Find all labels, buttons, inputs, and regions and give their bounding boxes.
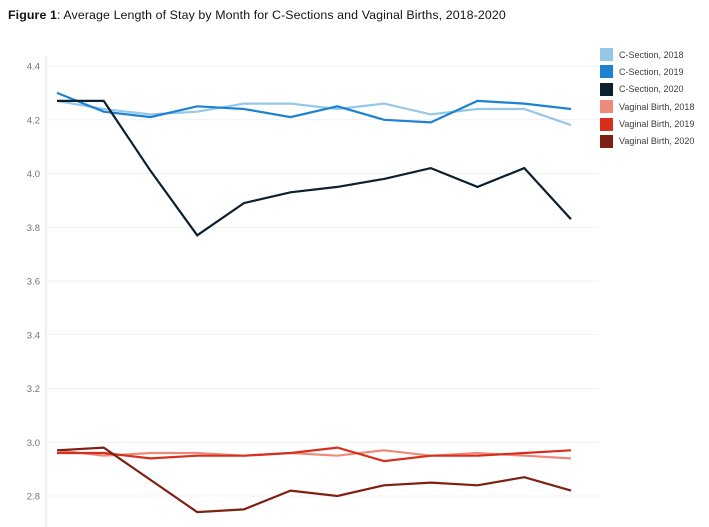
legend-item: C-Section, 2018	[600, 48, 694, 61]
series-line-c-section-2018	[56, 99, 572, 127]
legend-item: C-Section, 2020	[600, 82, 694, 96]
y-axis-tick-label: 3.2	[27, 384, 40, 395]
y-axis-tick-label: 3.6	[27, 277, 40, 288]
y-axis-tick-label: 3.8	[27, 223, 40, 234]
legend-swatch	[600, 65, 613, 79]
series-line-vaginal-birth-2018	[56, 449, 572, 460]
figure-title: Figure 1: Average Length of Stay by Mont…	[8, 8, 506, 22]
legend-label: C-Section, 2018	[619, 49, 684, 60]
series-line-c-section-2019	[56, 91, 572, 124]
series-line-c-section-2020	[57, 99, 572, 237]
y-axis-tick-labels: 4.4 4.2 4.0 3.8 3.6 3.4 3.2 3.0 2.8	[27, 62, 40, 503]
legend-item: C-Section, 2019	[600, 65, 694, 79]
figure-number: Figure 1	[8, 8, 57, 22]
y-axis-tick-label: 4.2	[27, 115, 40, 126]
series-line-vaginal-birth-2019	[57, 446, 572, 463]
legend-swatch	[600, 100, 613, 114]
legend-item: Vaginal Birth, 2020	[600, 134, 695, 148]
legend-label: C-Section, 2020	[619, 84, 684, 95]
y-axis-tick-label: 4.4	[27, 62, 40, 73]
legend-label: Vaginal Birth, 2020	[619, 136, 695, 147]
gridlines	[46, 65, 599, 497]
figure-title-text: : Average Length of Stay by Month for C-…	[57, 8, 506, 22]
legend-item: Vaginal Birth, 2019	[600, 117, 695, 131]
y-axis-tick-label: 4.0	[27, 169, 40, 180]
y-axis-tick-label: 2.8	[27, 492, 40, 503]
y-axis-tick-label: 3.4	[27, 330, 40, 341]
legend-label: Vaginal Birth, 2018	[619, 101, 695, 112]
y-axis-tick-label: 3.0	[27, 438, 40, 449]
legend-label: Vaginal Birth, 2019	[619, 119, 695, 130]
series-line-vaginal-birth-2020	[56, 446, 572, 514]
legend-item: Vaginal Birth, 2018	[600, 100, 695, 114]
legend-swatch	[600, 82, 613, 96]
legend: C-Section, 2018 C-Section, 2019 C-Section,…	[600, 48, 694, 152]
legend-swatch	[600, 117, 613, 131]
legend-swatch	[600, 134, 613, 148]
legend-swatch	[600, 48, 613, 61]
legend-label: C-Section, 2019	[619, 66, 684, 77]
